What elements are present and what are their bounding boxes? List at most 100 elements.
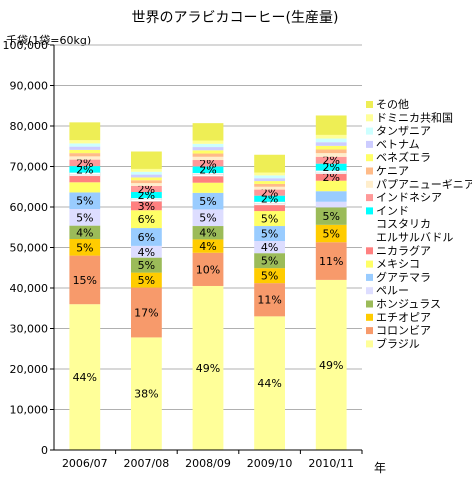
legend-label: ホンジュラス — [376, 298, 441, 311]
bar-segment — [69, 182, 101, 193]
bar-segment — [315, 191, 347, 202]
legend-label: タンザニア — [376, 125, 431, 138]
bar-segment — [192, 123, 224, 141]
y-tick-label: 10,000 — [10, 404, 49, 417]
bar-segment — [131, 257, 162, 273]
bar-segment — [69, 143, 101, 147]
bar-segment — [192, 153, 224, 157]
bar-segment — [192, 166, 224, 173]
bar-segment — [192, 156, 224, 161]
data-label: 2% — [76, 163, 93, 176]
data-label: 44% — [257, 377, 281, 390]
bar-segment — [69, 149, 101, 154]
legend-label: ドミニカ共和国 — [376, 111, 453, 124]
bar-segment — [131, 180, 162, 184]
bar-segment — [131, 210, 162, 229]
legend-swatch — [366, 207, 373, 215]
y-tick-label: 20,000 — [10, 363, 49, 376]
x-tick-label: 2010/11 — [308, 457, 354, 470]
data-label: 11% — [257, 294, 281, 307]
data-label: 5% — [138, 259, 155, 272]
bar-segment — [192, 140, 224, 144]
data-label: 2% — [138, 189, 155, 202]
data-label: 2% — [138, 183, 155, 196]
bar-segment — [254, 253, 285, 269]
y-tick-label: 0 — [41, 444, 48, 457]
data-label: 5% — [138, 274, 155, 287]
bar-segment — [131, 245, 162, 258]
bar-segment — [254, 316, 285, 450]
data-label: 6% — [138, 231, 155, 244]
bar-segment — [315, 163, 347, 171]
data-label: 5% — [322, 228, 339, 241]
bar-segment — [315, 170, 347, 173]
bar-segment — [254, 195, 285, 202]
data-label: 3% — [138, 200, 155, 213]
data-label: 49% — [196, 362, 220, 375]
bar-segment — [69, 238, 101, 256]
bar-segment — [315, 180, 347, 192]
bar-segment — [69, 153, 101, 157]
data-label: 5% — [261, 255, 278, 268]
bar-segment — [192, 226, 224, 240]
bar-segment — [315, 279, 347, 450]
bar-segment — [254, 154, 285, 173]
data-label: 5% — [199, 195, 216, 208]
y-tick-label: 60,000 — [10, 201, 49, 214]
legend-swatch — [366, 260, 373, 268]
bar-segment — [131, 337, 162, 450]
bar-segment — [192, 239, 224, 253]
bar-segment — [69, 225, 101, 239]
legend-label: パプアニューギニア — [376, 178, 472, 191]
data-label: 10% — [196, 263, 220, 276]
legend-label: ペルー — [376, 284, 409, 297]
bar-segment — [131, 174, 162, 178]
bar-segment — [69, 166, 101, 173]
legend-swatch — [365, 220, 374, 229]
data-label: 2% — [322, 154, 339, 167]
bar-segment — [254, 204, 285, 212]
data-label: 4% — [199, 227, 216, 240]
data-label: 2% — [322, 171, 339, 184]
legend-swatch — [366, 180, 373, 188]
legend-swatch — [366, 273, 373, 281]
data-label: 5% — [261, 270, 278, 283]
bar-segment — [254, 189, 285, 196]
bar-segment — [192, 150, 224, 154]
bar-segment — [315, 207, 347, 225]
data-label: 2% — [261, 193, 278, 206]
bar-segment — [192, 143, 224, 148]
legend-label: ベネズエラ — [376, 150, 431, 164]
legend-swatch — [366, 340, 373, 348]
data-label: 5% — [76, 241, 93, 254]
legend-swatch — [366, 194, 373, 202]
data-label: 6% — [138, 213, 155, 226]
bar-segment — [315, 134, 347, 139]
bar-segment — [131, 183, 162, 186]
y-tick-label: 40,000 — [10, 282, 49, 295]
bar-segment — [315, 201, 347, 208]
data-label: 2% — [76, 157, 93, 170]
bar-segment — [69, 175, 101, 183]
legend-label: グアテマラ — [376, 270, 431, 284]
y-tick-labels: 0 10,000 20,000 30,000 40,000 50,000 60,000 70,… — [3, 39, 49, 457]
y-tick-label: 30,000 — [10, 323, 49, 336]
data-label: 2% — [261, 187, 278, 200]
bar-segment — [69, 255, 101, 305]
bar-segment — [131, 272, 162, 288]
legend-swatch — [366, 287, 373, 295]
bar-segment — [131, 171, 162, 175]
bar-segment — [131, 151, 162, 169]
legend-label: コロンビア — [376, 324, 431, 337]
data-label: 4% — [76, 226, 93, 239]
bar-segment — [254, 172, 285, 176]
legend-label: コスタリカ — [376, 218, 431, 231]
bar-segment — [131, 177, 162, 181]
legend-label: ブラジル — [376, 336, 420, 350]
legend-swatch — [366, 300, 373, 308]
bar-segment — [192, 192, 224, 210]
bar-segment — [69, 146, 101, 150]
bar-segment — [315, 145, 347, 150]
bar-segment — [254, 268, 285, 284]
bar-segment — [315, 173, 347, 181]
